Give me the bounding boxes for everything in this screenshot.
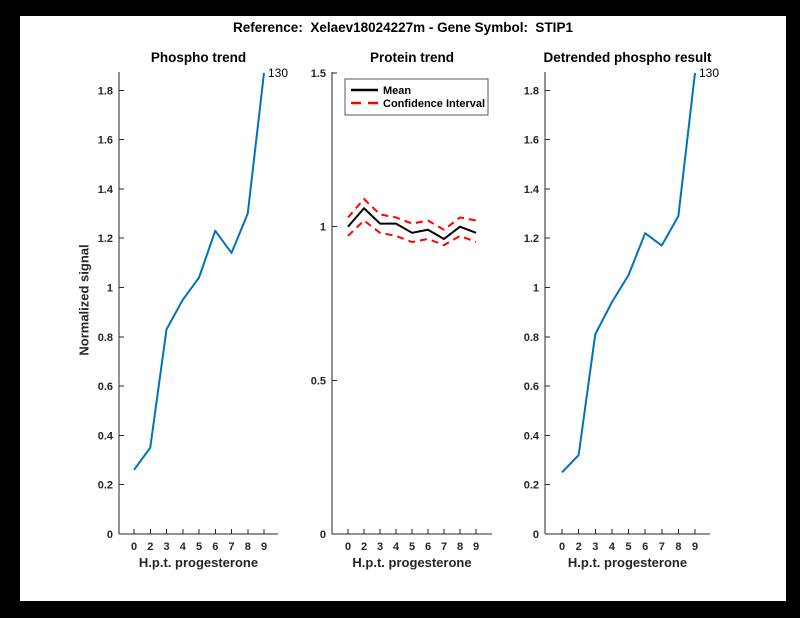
- x-tick-label: 4: [609, 541, 616, 553]
- y-tick-label: 0: [533, 529, 539, 541]
- x-tick-label: 3: [592, 541, 598, 553]
- legend-mean-label: Mean: [383, 85, 411, 97]
- x-tick-label: 2: [147, 541, 153, 553]
- subplot2-x-axis-label: H.p.t. progesterone: [352, 555, 472, 570]
- axes: [331, 72, 492, 535]
- y-tick-label: 1: [533, 282, 539, 294]
- x-tick-label: 0: [131, 541, 137, 553]
- x-tick-label: 9: [473, 541, 479, 553]
- confidence-interval-lower-line: [347, 219, 477, 247]
- x-tick-label: 8: [457, 541, 463, 553]
- y-tick-label: 0.4: [524, 430, 540, 442]
- y-tick-label: 0.8: [98, 332, 113, 344]
- x-tick-label: 4: [180, 541, 187, 553]
- x-tick-label: 5: [196, 541, 202, 553]
- x-tick-label: 0: [559, 541, 565, 553]
- x-tick-label: 9: [692, 541, 698, 553]
- x-tick-label: 0: [345, 541, 351, 553]
- mean-line: [347, 207, 477, 240]
- y-tick-label: 0.2: [98, 480, 113, 492]
- x-tick-label: 3: [163, 541, 169, 553]
- series-end-label: 130: [268, 66, 288, 80]
- subplot1-x-axis-label: H.p.t. progesterone: [138, 555, 259, 570]
- y-tick-label: 0.6: [524, 381, 539, 393]
- y-tick-label: 1: [107, 282, 113, 294]
- subplot1-title: Phospho trend: [150, 50, 247, 65]
- figure-title: Reference: Xelaev18024227m - Gene Symbol…: [233, 20, 573, 35]
- x-tick-label: 5: [625, 541, 631, 553]
- y-tick-label: 1.8: [98, 85, 113, 97]
- y-tick-label: 1.5: [311, 68, 326, 80]
- y-tick-label: 0.2: [524, 480, 539, 492]
- subplot3-title: Detrended phospho result: [543, 50, 712, 65]
- y-tick-label: 1.2: [524, 233, 539, 245]
- y-tick-label: 1: [320, 222, 326, 234]
- y-tick-label: 0.8: [524, 332, 539, 344]
- x-tick-label: 3: [377, 541, 383, 553]
- x-tick-label: 2: [576, 541, 582, 553]
- subplot3-x-axis-label: H.p.t. progesterone: [567, 555, 688, 570]
- x-tick-label: 7: [659, 541, 665, 553]
- detrended-phospho-signal-line: [561, 72, 696, 474]
- y-tick-label: 1.2: [98, 233, 113, 245]
- x-tick-label: 6: [642, 541, 648, 553]
- confidence-interval-upper-line: [347, 198, 477, 231]
- x-tick-label: 7: [228, 541, 234, 553]
- y-tick-label: 0.6: [98, 381, 113, 393]
- y-tick-label: 1.6: [98, 135, 113, 147]
- x-tick-label: 4: [393, 541, 400, 553]
- x-tick-label: 5: [409, 541, 415, 553]
- subplot2-title: Protein trend: [369, 50, 454, 65]
- legend-confidence-interval-label: Confidence Interval: [383, 98, 485, 110]
- axes: [118, 72, 278, 535]
- y-tick-label: 1.4: [98, 184, 114, 196]
- y-tick-label: 0: [107, 529, 113, 541]
- x-tick-label: 8: [675, 541, 681, 553]
- x-tick-label: 6: [212, 541, 218, 553]
- y-tick-label: 1.6: [524, 135, 539, 147]
- y-tick-label: 0: [320, 529, 326, 541]
- axes: [544, 72, 710, 535]
- series-end-label: 130: [699, 66, 719, 80]
- x-tick-label: 2: [361, 541, 367, 553]
- x-tick-label: 8: [245, 541, 251, 553]
- x-tick-label: 6: [425, 541, 431, 553]
- y-tick-label: 1.4: [524, 184, 540, 196]
- legend-box: [344, 78, 489, 116]
- y-tick-label: 1.8: [524, 85, 539, 97]
- x-tick-label: 9: [261, 541, 267, 553]
- y-tick-label: 0.5: [311, 375, 326, 387]
- y-tick-label: 0.4: [98, 430, 114, 442]
- phospho-signal-line: [133, 72, 265, 471]
- x-tick-label: 7: [441, 541, 447, 553]
